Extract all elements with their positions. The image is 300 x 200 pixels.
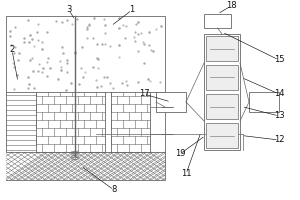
Bar [204, 34, 240, 150]
Text: 1: 1 [129, 5, 135, 15]
Text: 11: 11 [181, 170, 191, 178]
Text: 13: 13 [274, 112, 284, 120]
Text: 8: 8 [111, 186, 117, 194]
Text: 14: 14 [274, 90, 284, 98]
Bar [206, 123, 238, 148]
Bar [206, 65, 238, 90]
Bar [6, 16, 165, 180]
Bar [204, 14, 231, 28]
Bar [249, 92, 279, 112]
Text: 17: 17 [139, 90, 149, 98]
Text: 18: 18 [226, 1, 236, 10]
Text: 2: 2 [9, 46, 15, 54]
Text: 15: 15 [274, 55, 284, 64]
Bar [206, 94, 238, 119]
Text: 3: 3 [66, 5, 72, 15]
Text: 12: 12 [274, 136, 284, 144]
Bar [156, 92, 186, 112]
Text: 19: 19 [175, 150, 185, 158]
Bar [206, 36, 238, 61]
Bar [6, 152, 165, 180]
